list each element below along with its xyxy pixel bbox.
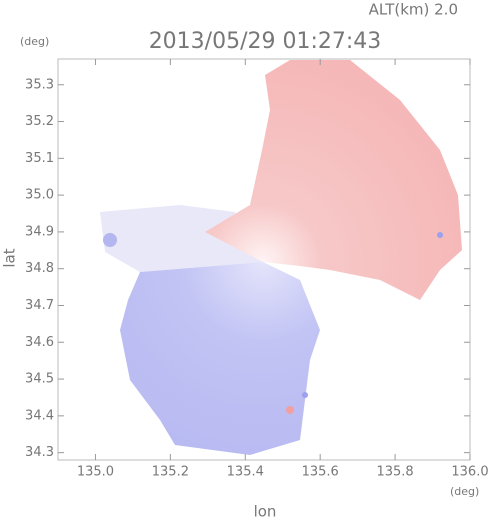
x-unit: (deg) xyxy=(450,485,479,498)
plot-frame xyxy=(57,58,471,461)
y-tick-label: 34.7 xyxy=(25,298,54,313)
y-tick-label: 34.5 xyxy=(25,372,54,387)
axes: 135.0 135.2 135.4 135.6 135.8 136.0 34.3 34.4 34… xyxy=(25,59,489,480)
x-tick-label: 135.2 xyxy=(152,465,189,480)
subtitle: ALT(km) 2.0 xyxy=(369,1,458,19)
chart-title: 2013/05/29 01:27:43 xyxy=(149,29,382,54)
y-unit: (deg) xyxy=(20,35,49,48)
y-tick-label: 34.9 xyxy=(25,224,54,239)
y-tick-label: 34.8 xyxy=(25,261,54,276)
y-tick-label: 34.4 xyxy=(25,408,54,423)
x-axis-label: lon xyxy=(254,503,277,521)
radar-field xyxy=(100,60,462,455)
x-tick-label: 135.6 xyxy=(302,465,339,480)
y-tick-label: 34.6 xyxy=(25,335,54,350)
x-tick-label: 136.0 xyxy=(451,465,488,480)
y-tick-label: 34.3 xyxy=(25,445,54,460)
y-tick-label: 35.1 xyxy=(25,151,54,166)
x-tick-label: 135.8 xyxy=(376,465,413,480)
y-tick-label: 35.0 xyxy=(25,188,54,203)
x-tick-label: 135.4 xyxy=(227,465,264,480)
y-axis-label: lat xyxy=(1,248,19,267)
y-tick-label: 35.3 xyxy=(25,77,54,92)
x-tick-label: 135.0 xyxy=(77,465,114,480)
y-tick-label: 35.2 xyxy=(25,114,54,129)
